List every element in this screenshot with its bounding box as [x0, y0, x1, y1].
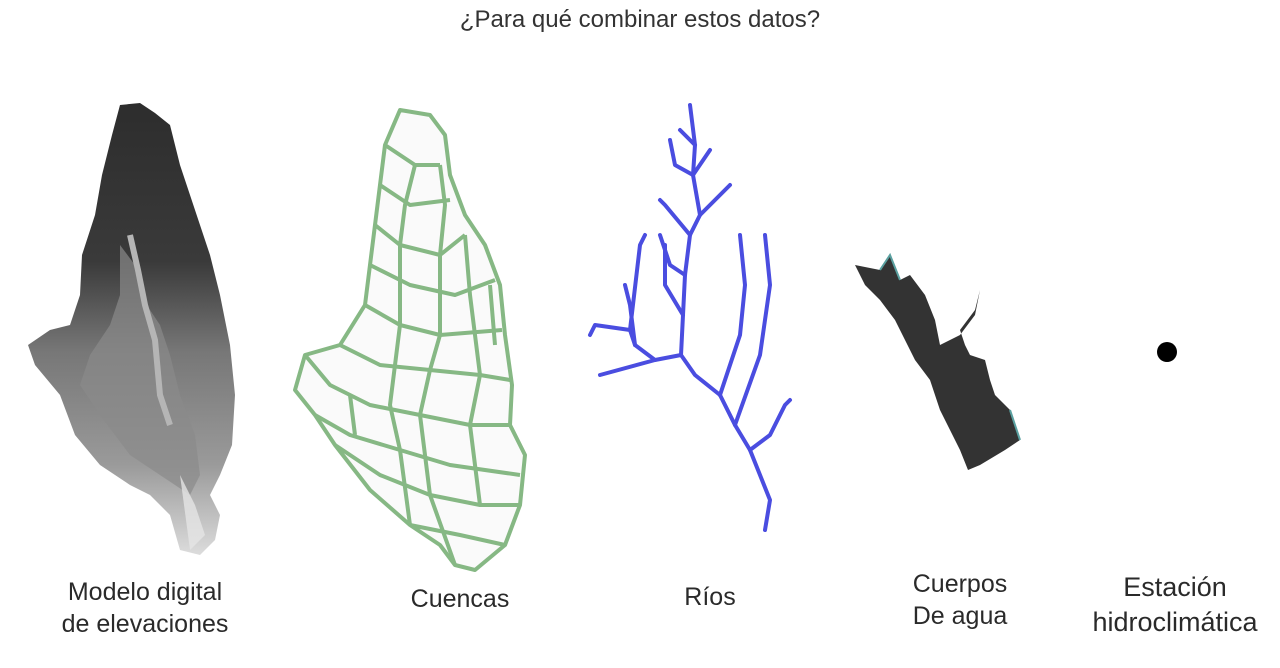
dem-map: [28, 103, 235, 555]
caption-cuerpos-line1: Cuerpos: [912, 570, 1008, 598]
water-body-map: [855, 252, 1021, 470]
caption-estacion: Estación hidroclimática: [1080, 570, 1270, 640]
page-title: ¿Para qué combinar estos datos?: [459, 6, 821, 33]
caption-estacion-line1: Estación: [1123, 572, 1227, 602]
caption-rios-line1: Ríos: [684, 583, 736, 611]
caption-rios: Ríos: [660, 581, 760, 613]
caption-dem-line1: Modelo digital: [67, 578, 223, 606]
station-dot: [1157, 342, 1177, 362]
caption-cuerpos: Cuerpos De agua: [880, 568, 1040, 632]
caption-cuencas: Cuencas: [380, 583, 540, 615]
caption-cuerpos-line2: De agua: [912, 602, 1008, 630]
water-body-shape: [855, 255, 1020, 470]
caption-dem: Modelo digital de elevaciones: [40, 576, 250, 640]
caption-dem-line2: de elevaciones: [61, 610, 229, 638]
caption-estacion-line2: hidroclimática: [1092, 607, 1258, 637]
river-main: [679, 103, 772, 532]
basins-map: [293, 108, 527, 572]
rivers-map: [588, 103, 792, 532]
caption-cuencas-line1: Cuencas: [410, 585, 510, 613]
